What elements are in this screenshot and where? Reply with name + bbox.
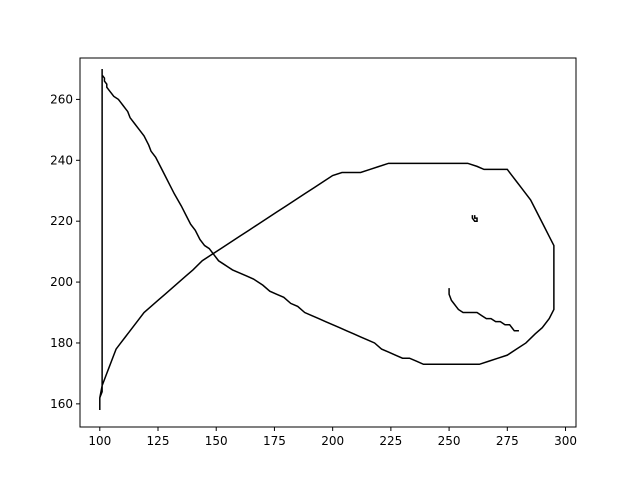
series-line-1: [99, 68, 555, 410]
x-tick-label: 150: [205, 434, 228, 448]
x-tick-label: 250: [438, 434, 461, 448]
x-tick-label: 100: [88, 434, 111, 448]
y-tick-label: 220: [50, 214, 73, 228]
y-tick-label: 260: [50, 92, 73, 106]
series-line-2: [448, 288, 519, 332]
y-tick-label: 160: [50, 397, 73, 411]
x-tick-label: 275: [496, 434, 519, 448]
x-tick-label: 125: [147, 434, 170, 448]
x-tick-label: 200: [321, 434, 344, 448]
y-tick-label: 200: [50, 275, 73, 289]
x-tick-label: 175: [263, 434, 286, 448]
plot-area-frame: [79, 57, 577, 428]
y-axis: 160 180 200 220 240 260: [50, 92, 80, 411]
x-tick-label: 225: [379, 434, 402, 448]
series-layer: [99, 68, 555, 410]
x-axis: 100 125 150 175 200 225 250 275 300: [88, 427, 577, 448]
y-tick-label: 240: [50, 153, 73, 167]
x-tick-label: 300: [554, 434, 577, 448]
y-tick-label: 180: [50, 336, 73, 350]
series-line-3: [471, 215, 478, 222]
